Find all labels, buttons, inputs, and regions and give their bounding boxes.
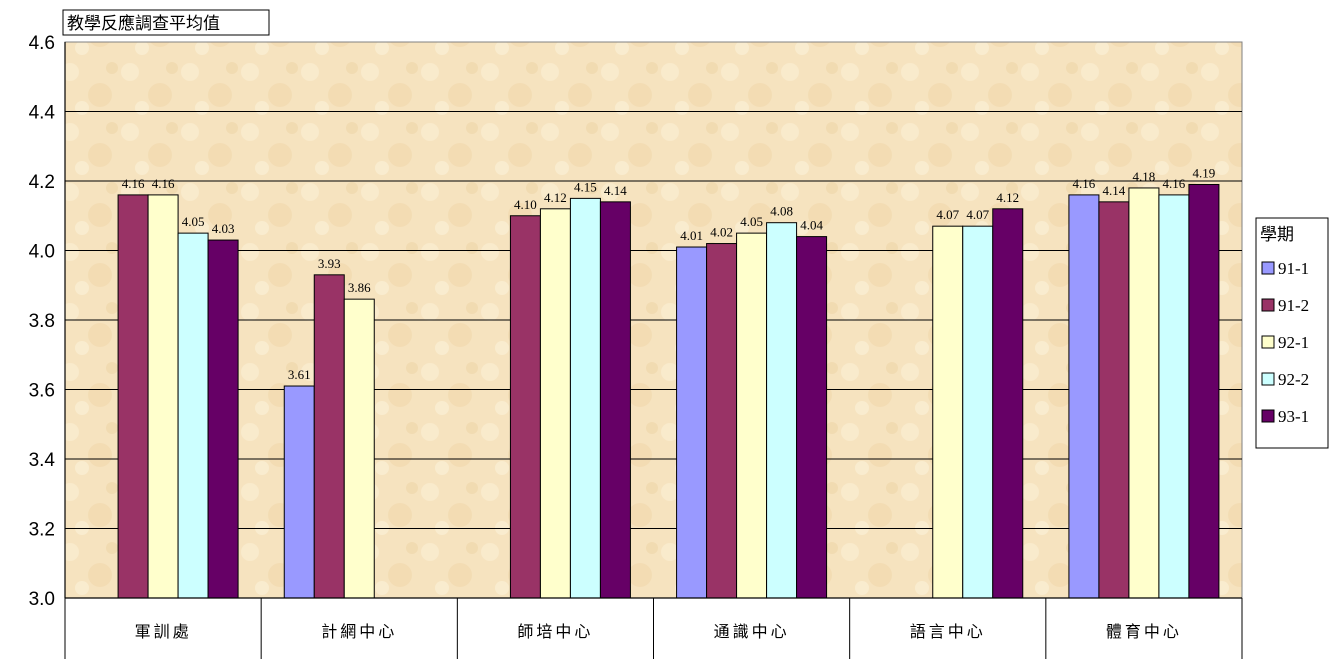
legend-entry: 92-2 — [1278, 370, 1309, 389]
y-tick-label: 4.0 — [29, 242, 55, 263]
bar-91-1-3 — [676, 246, 708, 599]
data-label: 4.10 — [514, 197, 537, 212]
data-label: 4.03 — [212, 221, 235, 236]
data-label: 3.93 — [318, 256, 341, 271]
bar-91-1-1 — [283, 385, 315, 599]
x-category-label: 計網中心 — [321, 622, 397, 641]
bar-92-1-0 — [147, 194, 179, 599]
data-label: 4.12 — [544, 190, 567, 205]
legend-entry: 92-1 — [1278, 333, 1309, 352]
data-label: 4.07 — [966, 207, 989, 222]
data-label: 4.15 — [574, 179, 597, 194]
data-label: 4.16 — [1163, 176, 1186, 191]
legend-swatch — [1261, 261, 1275, 275]
chart-title: 教學反應調查平均值 — [67, 13, 220, 34]
bar-92-1-5 — [1128, 187, 1160, 599]
data-label: 4.16 — [1073, 176, 1096, 191]
y-tick-label: 3.8 — [29, 311, 55, 332]
data-label: 4.16 — [152, 176, 175, 191]
bar-93-1-2 — [599, 201, 631, 599]
bar-91-2-5 — [1098, 201, 1130, 599]
data-label: 3.61 — [288, 367, 311, 382]
legend-swatch — [1261, 409, 1275, 423]
x-category-label: 語言中心 — [910, 622, 986, 641]
data-label: 3.86 — [348, 280, 371, 295]
bar-91-2-0 — [117, 194, 149, 599]
y-tick-label: 3.4 — [29, 450, 56, 471]
legend-swatch — [1261, 298, 1275, 312]
bar-93-1-3 — [796, 236, 828, 599]
legend-title: 學期 — [1260, 225, 1294, 245]
data-label: 4.05 — [182, 214, 205, 229]
y-tick-label: 4.4 — [29, 103, 56, 124]
legend: 學期 91-1 91-2 92-1 92-2 93-1 — [1255, 217, 1329, 449]
bar-91-2-2 — [509, 215, 541, 599]
x-category-label: 師培中心 — [517, 622, 593, 641]
y-tick-label: 3.0 — [29, 589, 55, 610]
bar-92-2-5 — [1158, 194, 1190, 599]
y-tick-label: 3.2 — [29, 520, 55, 541]
bar-92-1-1 — [343, 298, 375, 599]
y-tick-label: 4.2 — [29, 172, 55, 193]
x-category-label: 體育中心 — [1106, 622, 1182, 641]
data-label: 4.02 — [710, 225, 733, 240]
data-labels: 4.16 4.16 4.05 4.03 3.61 3.93 3.86 4.10 4.12 4.15… — [122, 165, 1216, 382]
data-label: 4.14 — [1103, 183, 1126, 198]
y-tick-label: 4.6 — [29, 33, 55, 54]
bar-92-1-3 — [736, 232, 768, 599]
bar-92-1-2 — [539, 208, 571, 599]
x-category-label: 軍訓處 — [135, 622, 192, 641]
data-label: 4.18 — [1133, 169, 1156, 184]
bar-93-1-4 — [992, 208, 1024, 599]
axes — [64, 42, 1243, 659]
x-category-labels: 軍訓處 計網中心 師培中心 通識中心 語言中心 體育中心 — [135, 622, 1182, 641]
data-label: 4.05 — [740, 214, 763, 229]
data-label: 4.04 — [800, 218, 823, 233]
legend-entry: 91-1 — [1278, 259, 1309, 278]
bar-91-1-5 — [1068, 194, 1100, 599]
gridlines — [65, 111, 1242, 529]
data-label: 4.07 — [936, 207, 959, 222]
data-label: 4.12 — [996, 190, 1019, 205]
legend-swatch — [1261, 335, 1275, 349]
y-tick-labels: 3.0 3.2 3.4 3.6 3.8 4.0 4.2 4.4 4.6 — [29, 33, 56, 610]
bar-93-1-5 — [1188, 183, 1220, 599]
bar-93-1-0 — [207, 239, 239, 599]
x-category-label: 通識中心 — [714, 622, 790, 641]
bar-92-2-0 — [177, 232, 209, 599]
bar-91-2-3 — [706, 243, 738, 599]
data-label: 4.16 — [122, 176, 145, 191]
legend-swatch — [1261, 372, 1275, 386]
y-tick-label: 3.6 — [29, 381, 55, 402]
chart-title-box: 教學反應調查平均值 — [62, 9, 270, 36]
bar-91-2-1 — [313, 274, 345, 599]
data-label: 4.19 — [1193, 165, 1216, 180]
bar-92-1-4 — [932, 225, 964, 599]
bars — [117, 183, 1220, 599]
bar-92-2-2 — [569, 197, 601, 599]
data-label: 4.08 — [770, 204, 793, 219]
bar-92-2-3 — [766, 222, 798, 599]
data-label: 4.01 — [680, 228, 703, 243]
bar-92-2-4 — [962, 225, 994, 599]
data-label: 4.14 — [604, 183, 627, 198]
legend-entry: 91-2 — [1278, 296, 1309, 315]
legend-entry: 93-1 — [1278, 407, 1309, 426]
